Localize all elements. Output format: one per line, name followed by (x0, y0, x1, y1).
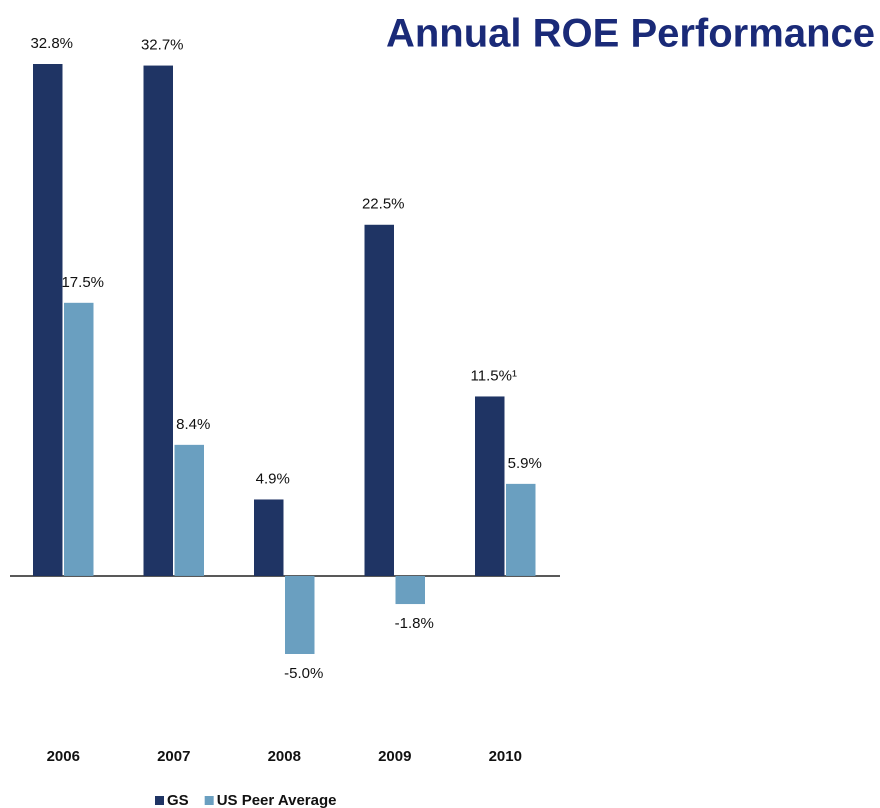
value-label: 32.7% (141, 37, 184, 54)
bar (33, 64, 63, 576)
x-tick-label: 2008 (268, 748, 301, 765)
value-label: 11.5%¹ (471, 367, 517, 384)
value-label: 32.8% (30, 35, 73, 52)
legend-label: GS (167, 792, 189, 808)
bar (254, 499, 284, 576)
bar (143, 65, 173, 576)
legend-label: US Peer Average (217, 792, 337, 808)
value-label: 22.5% (362, 196, 405, 213)
value-label: 4.9% (256, 470, 290, 487)
x-tick-label: 2009 (378, 748, 411, 765)
bar (64, 302, 94, 576)
bar (285, 575, 315, 654)
bar (475, 396, 505, 576)
x-tick-label: 2007 (157, 748, 190, 765)
legend-swatch (155, 796, 164, 805)
x-tick-label: 2010 (489, 748, 522, 765)
x-tick-label: 2006 (47, 748, 80, 765)
bar (395, 575, 425, 605)
value-label: -1.8% (395, 615, 434, 632)
bar (506, 483, 536, 576)
legend-swatch (204, 796, 214, 805)
bar (174, 444, 204, 576)
value-label: 17.5% (61, 274, 104, 291)
value-label: 8.4% (176, 416, 210, 433)
value-label: -5.0% (284, 665, 323, 682)
chart-title: Annual ROE Performance (386, 12, 875, 56)
bar (364, 224, 394, 576)
value-label: 5.9% (508, 455, 542, 472)
